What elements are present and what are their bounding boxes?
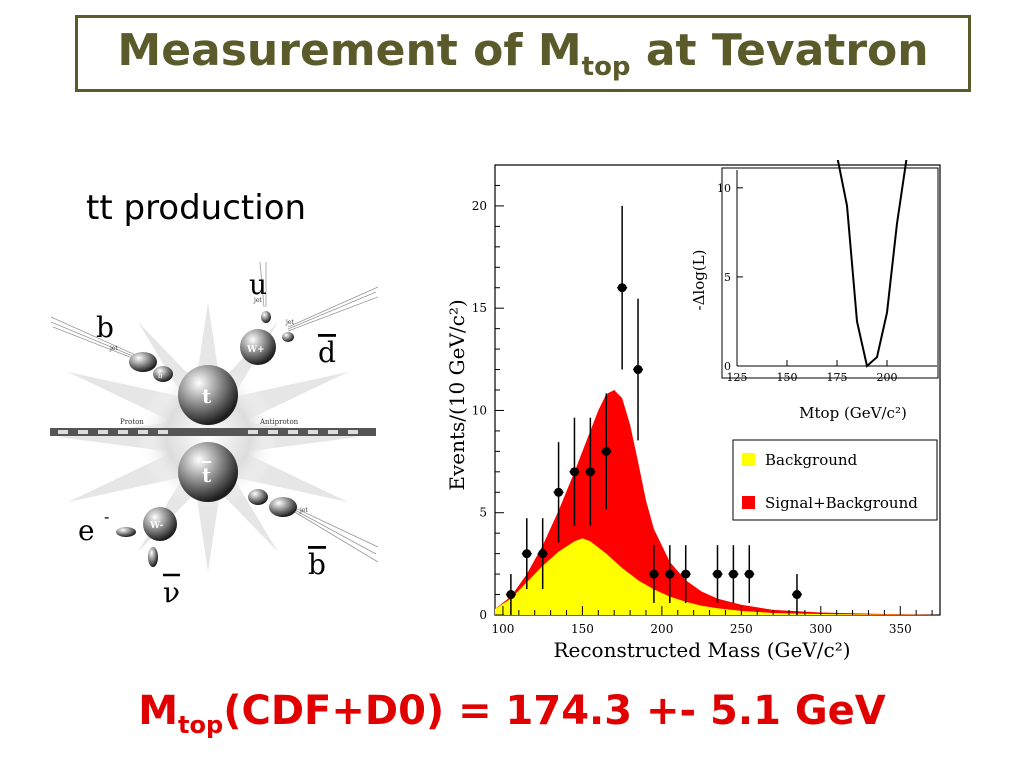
inset-x-tick-label: 200 [877, 371, 898, 384]
legend-label-background: Background [765, 451, 858, 469]
data-point [537, 518, 548, 590]
data-marker [792, 590, 802, 600]
data-marker [585, 467, 595, 477]
quark-b-label: b [96, 311, 114, 344]
data-points-layer [505, 205, 802, 615]
electron-label: e [78, 514, 95, 547]
likelihood-curve [836, 160, 908, 368]
data-point [601, 393, 612, 510]
inset-y-tick-label: 0 [724, 360, 731, 373]
data-marker [569, 467, 579, 477]
data-marker [681, 569, 691, 579]
top-quark-ball [178, 365, 238, 425]
data-point [617, 205, 628, 370]
x-tick-label: 300 [809, 622, 832, 636]
result-line: Mtop(CDF+D0) = 174.3 +- 5.1 GeV [138, 688, 886, 739]
beam-line [50, 428, 376, 436]
inset-y-tick-label: 10 [717, 182, 731, 195]
neutrino-label: ν [163, 576, 180, 609]
inset-frame [721, 167, 939, 379]
data-point [744, 545, 755, 604]
y-tick-label: 15 [472, 301, 487, 315]
data-marker [713, 569, 722, 579]
data-marker [554, 487, 564, 497]
inset-x-tick-label: 150 [777, 371, 798, 384]
data-point [680, 545, 691, 604]
legend-box [732, 439, 938, 521]
data-point [712, 545, 723, 604]
y-tick-label: 20 [472, 199, 487, 213]
antiproton-label: Antiproton [259, 418, 299, 426]
data-point [585, 417, 596, 526]
x-tick-label: 100 [491, 622, 514, 636]
data-marker [601, 446, 611, 456]
data-point [521, 518, 532, 590]
x-tick-label: 150 [571, 622, 594, 636]
data-marker [522, 549, 532, 559]
x-tick-label: 200 [650, 622, 673, 636]
data-marker [744, 569, 754, 579]
jet-label-u: jet [253, 297, 262, 304]
y-tick-label: 10 [472, 403, 487, 417]
data-marker [617, 283, 627, 293]
antitop-quark-ball [178, 442, 238, 502]
top-quark-label: t [202, 384, 212, 408]
legend-label-signal: Signal+Background [765, 494, 918, 512]
x-tick-label: 250 [730, 622, 753, 636]
legend-swatch-signal [742, 496, 755, 509]
inset-x-tick-label: 175 [827, 371, 848, 384]
quark-dbar-label: d [318, 336, 336, 369]
data-point [648, 545, 659, 604]
ttbar-decay-diagram: Proton Antiproton t t W+ b W- jet jet je… [50, 262, 378, 609]
data-point [633, 298, 644, 441]
svg-text:-: - [104, 507, 109, 526]
x-tick-label: 350 [889, 622, 912, 636]
background-area [495, 538, 940, 615]
background-area-layer [495, 538, 940, 615]
data-marker [649, 569, 659, 579]
data-point [791, 574, 802, 615]
ttbar-production-label: tt production [86, 188, 307, 228]
slide-title: Measurement of Mtop at Tevatron [117, 25, 929, 82]
antitop-quark-label: t [202, 463, 212, 487]
proton-label: Proton [120, 418, 144, 426]
b-jet-small-label: b [158, 372, 163, 380]
jet-label-bbar: jet [299, 507, 308, 514]
y-axis-title: Events/(10 GeV/c²) [445, 299, 469, 490]
y-tick-label: 5 [479, 506, 487, 520]
data-point [569, 417, 580, 526]
x-axis-title: Reconstructed Mass (GeV/c²) [553, 638, 850, 662]
data-point [664, 545, 675, 604]
w-plus-label: W+ [246, 345, 265, 355]
data-point [728, 545, 739, 604]
data-marker [665, 569, 675, 579]
w-minus-label: W- [149, 521, 164, 531]
inset-x-axis-title: Mtop (GeV/c²) [799, 404, 907, 422]
data-point [553, 442, 564, 543]
jet-label-d: jet [285, 319, 294, 326]
legend-swatch-background [742, 453, 755, 466]
inset-y-tick-label: 5 [724, 271, 731, 284]
data-point [505, 574, 516, 615]
y-tick-label: 0 [479, 608, 487, 622]
inset-x-tick-label: 125 [727, 371, 748, 384]
inset-y-axis-title: -Δlog(L) [690, 250, 708, 311]
jet-label-b: jet [109, 345, 118, 352]
data-marker [506, 590, 516, 600]
inset-axes: 125 150 175 200 0 5 10 [717, 170, 937, 384]
data-marker [633, 365, 643, 375]
title-frame: Measurement of Mtop at Tevatron [75, 15, 971, 92]
data-marker [728, 569, 738, 579]
quark-u-label: u [249, 268, 267, 301]
data-marker [538, 549, 548, 559]
quark-bbar-label: b [308, 548, 326, 581]
